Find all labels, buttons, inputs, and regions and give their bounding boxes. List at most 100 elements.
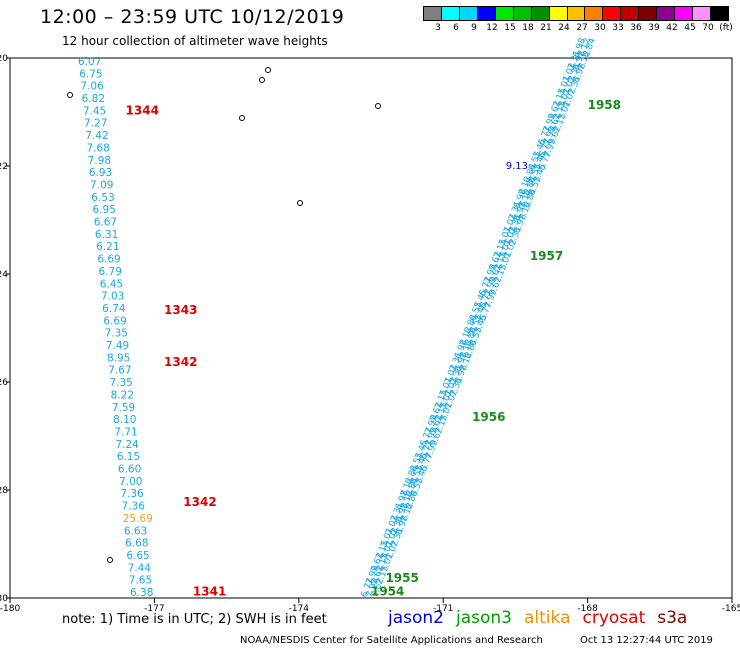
y-tick-label: -22 xyxy=(0,162,8,172)
satellite-legend-item: jason2 xyxy=(388,608,444,628)
color-swatch xyxy=(657,7,676,20)
pass-time-label: 1344 xyxy=(126,103,159,117)
color-swatch xyxy=(711,7,728,20)
island-outline xyxy=(265,67,271,73)
wave-height-value: 25.69 xyxy=(123,513,153,525)
wave-height-value: 7.36 xyxy=(122,501,146,513)
footer-credit: NOAA/NESDIS Center for Satellite Applica… xyxy=(240,635,543,646)
chart-subtitle: 12 hour collection of altimeter wave hei… xyxy=(62,34,328,48)
chart-title: 12:00 – 23:59 UTC 10/12/2019 xyxy=(40,6,345,28)
satellite-legend-item: jason3 xyxy=(456,608,512,628)
wave-height-value: 8.95 xyxy=(107,352,130,364)
wave-height-value: 6.15 xyxy=(117,451,140,463)
color-swatch xyxy=(549,7,568,20)
wave-height-value: 7.59 xyxy=(112,402,135,414)
x-tick-label: -165 xyxy=(722,604,740,614)
color-scale-label: 45 xyxy=(684,23,696,33)
island-outline xyxy=(239,115,245,121)
satellite-legend-item: cryosat xyxy=(582,608,646,628)
y-tick-label: -30 xyxy=(0,594,8,604)
note-text: note: 1) Time is in UTC; 2) SWH is in fe… xyxy=(62,612,327,627)
wave-height-value: 7.00 xyxy=(119,476,142,488)
pass-time-label: 1957 xyxy=(530,249,563,263)
x-tick-label: -180 xyxy=(0,604,20,614)
island-outline xyxy=(375,103,381,109)
satellite-legend: jason2 jason3 altika cryosat s3a xyxy=(388,608,699,628)
pass-time-label: 1954 xyxy=(371,585,404,599)
color-swatch xyxy=(639,7,658,20)
color-swatch xyxy=(693,7,711,20)
color-scale-label: 30 xyxy=(594,23,606,33)
x-tick-label: -177 xyxy=(144,604,164,614)
pass-time-label: 1342 xyxy=(183,495,216,509)
wave-height-value: 7.44 xyxy=(128,562,152,574)
wave-height-value: 7.36 xyxy=(120,488,144,500)
wave-height-value: 6.93 xyxy=(89,167,112,179)
wave-height-value: 7.09 xyxy=(90,179,113,191)
x-tick-label: -171 xyxy=(433,604,453,614)
color-swatch xyxy=(459,7,478,20)
y-tick-label: -20 xyxy=(0,54,8,64)
wave-height-value: 7.27 xyxy=(84,118,107,130)
x-tick-label: -168 xyxy=(577,604,598,614)
wave-height-value: 7.98 xyxy=(88,155,111,167)
color-scale-label: 6 xyxy=(453,23,459,33)
color-scale-label: 36 xyxy=(630,23,642,33)
satellite-legend-item: altika xyxy=(524,608,571,628)
island-outline xyxy=(67,92,73,98)
color-swatch xyxy=(603,7,622,20)
color-swatch xyxy=(441,7,460,20)
color-swatch xyxy=(621,7,640,20)
color-scale-label: (ft) xyxy=(719,23,733,33)
wave-height-value: 6.65 xyxy=(126,550,149,562)
wave-height-value: 6.63 xyxy=(124,525,147,537)
color-scale-label: 3 xyxy=(435,23,441,33)
wave-height-value: 6.69 xyxy=(97,254,120,266)
color-scale-label: 18 xyxy=(522,23,534,33)
y-tick-label: -26 xyxy=(0,378,8,388)
color-swatch xyxy=(424,7,442,20)
y-tick-label: -24 xyxy=(0,270,8,280)
color-scale-legend: 3 6 9 12 15 18 21 24 27 30 33 36 39 42 45 70 (ft) xyxy=(423,6,733,35)
color-scale-label: 15 xyxy=(504,23,516,33)
color-swatch xyxy=(567,7,586,20)
color-swatch xyxy=(477,7,496,20)
wave-height-value: 7.49 xyxy=(106,340,129,352)
wave-height-value: 7.03 xyxy=(101,291,124,303)
wave-height-value: 7.42 xyxy=(85,130,108,142)
wave-height-value: 6.95 xyxy=(93,204,116,216)
pass-time-label: 1955 xyxy=(385,571,418,585)
island-outline xyxy=(107,557,113,563)
wave-height-value: 6.75 xyxy=(79,68,102,80)
color-scale-label: 39 xyxy=(648,23,660,33)
color-swatch xyxy=(531,7,550,20)
color-scale-bar xyxy=(423,6,729,21)
wave-height-value: 6.67 xyxy=(94,217,117,229)
color-swatch xyxy=(675,7,694,20)
island-outline xyxy=(259,77,265,83)
color-scale-label: 42 xyxy=(666,23,678,33)
wave-height-value: 8.22 xyxy=(111,389,134,401)
color-scale-label: 9 xyxy=(471,23,477,33)
color-scale-label: 24 xyxy=(558,23,570,33)
color-scale-labels: 3 6 9 12 15 18 21 24 27 30 33 36 39 42 45 70 (ft) xyxy=(423,21,733,35)
color-scale-label: 70 xyxy=(702,23,714,33)
footer-timestamp: Oct 13 12:27:44 UTC 2019 xyxy=(580,635,713,646)
wave-height-value: 6.07 xyxy=(78,56,101,68)
track-highlight-value: 9.13 xyxy=(506,161,528,172)
wave-height-value: 6.38 xyxy=(130,587,153,599)
pass-time-label: 1341 xyxy=(193,585,226,599)
wave-height-value: 6.31 xyxy=(95,229,118,241)
pass-time-label: 1958 xyxy=(588,98,621,112)
pass-time-label: 1956 xyxy=(472,410,505,424)
wave-height-value: 7.71 xyxy=(114,426,137,438)
color-scale-label: 33 xyxy=(612,23,624,33)
wave-height-value: 6.69 xyxy=(103,315,126,327)
x-tick-label: -174 xyxy=(289,604,310,614)
wave-height-value: 6.68 xyxy=(125,538,148,550)
wave-height-value: 8.10 xyxy=(113,414,136,426)
wave-height-value: 7.68 xyxy=(86,142,109,154)
wave-height-value: 7.67 xyxy=(108,365,131,377)
wave-height-value: 6.82 xyxy=(82,93,105,105)
